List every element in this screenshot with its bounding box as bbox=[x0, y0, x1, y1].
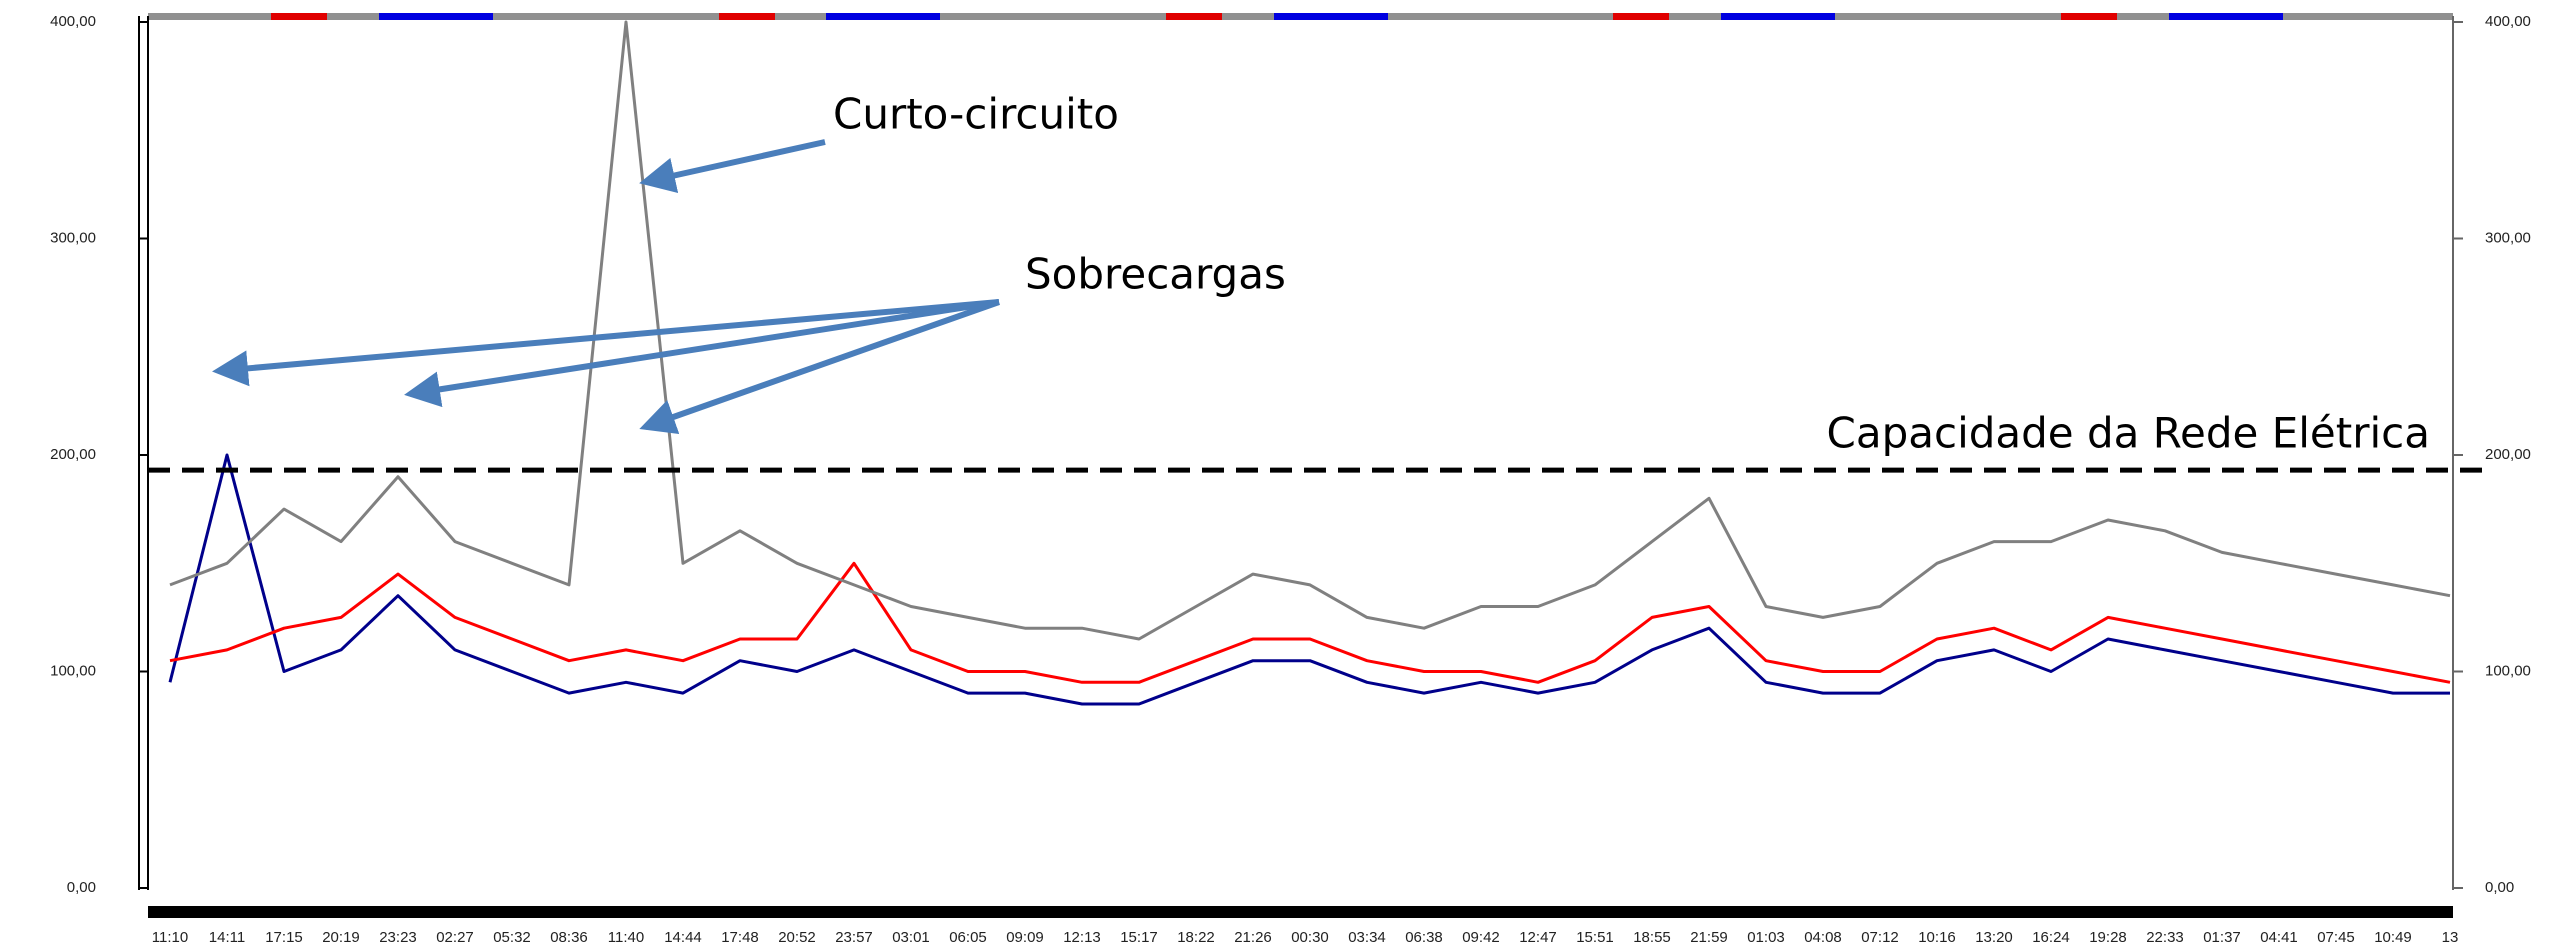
x-tick-label: 17:15 bbox=[265, 929, 303, 946]
plot-area bbox=[138, 13, 2454, 918]
series-line bbox=[168, 453, 2450, 706]
y-tick-label: 0,00 bbox=[67, 879, 96, 896]
y2-tick-label: 300,00 bbox=[2485, 229, 2531, 246]
x-tick-label: 18:22 bbox=[1177, 929, 1215, 946]
x-tick-label: 07:45 bbox=[2317, 929, 2355, 946]
arrow bbox=[212, 299, 1000, 387]
x-tick-label: 14:11 bbox=[209, 929, 245, 946]
x-tick-label: 15:17 bbox=[1120, 929, 1158, 946]
arrow bbox=[404, 299, 1000, 408]
arrow bbox=[639, 139, 826, 194]
x-tick-label: 09:42 bbox=[1462, 929, 1500, 946]
series-line bbox=[169, 561, 2451, 684]
y2-tick-label: 100,00 bbox=[2485, 662, 2531, 679]
y-tick-label: 100,00 bbox=[50, 662, 96, 679]
x-tick-label: 17:48 bbox=[721, 929, 759, 946]
x-tick-label: 13:20 bbox=[1975, 929, 2013, 946]
x-tick-label: 18:55 bbox=[1633, 929, 1671, 946]
x-tick-label: 12:47 bbox=[1519, 929, 1557, 946]
x-tick-label: 10:49 bbox=[2374, 929, 2412, 946]
x-tick-label: 01:37 bbox=[2203, 929, 2241, 946]
x-tick-label: 04:08 bbox=[1804, 929, 1842, 946]
x-tick-label: 20:19 bbox=[322, 929, 360, 946]
x-tick-label: 22:33 bbox=[2146, 929, 2184, 946]
y-tick-label: 300,00 bbox=[50, 229, 96, 246]
arrow bbox=[639, 299, 1000, 434]
x-tick-label: 23:57 bbox=[835, 929, 873, 946]
reference-label: Capacidade da Rede Elétrica bbox=[1827, 409, 2430, 458]
x-tick-label: 06:38 bbox=[1405, 929, 1443, 946]
x-tick-label: 11:40 bbox=[608, 929, 644, 946]
x-tick-label: 21:26 bbox=[1234, 929, 1272, 946]
x-tick-label: 04:41 bbox=[2260, 929, 2298, 946]
strip-segment bbox=[379, 13, 493, 20]
x-tick-label: 19:28 bbox=[2089, 929, 2127, 946]
strip-segment bbox=[719, 13, 775, 20]
annotation: Sobrecargas bbox=[1025, 250, 1286, 299]
x-tick-label: 01:03 bbox=[1747, 929, 1785, 946]
strip-segment bbox=[2061, 13, 2117, 20]
strip-segment bbox=[1274, 13, 1388, 20]
x-tick-label: 02:27 bbox=[436, 929, 474, 946]
y2-tick-label: 0,00 bbox=[2485, 879, 2514, 896]
x-tick-label: 10:16 bbox=[1918, 929, 1956, 946]
x-tick-label: 16:24 bbox=[2032, 929, 2070, 946]
series-line bbox=[169, 20, 2451, 641]
strip-segment bbox=[2169, 13, 2283, 20]
x-tick-label: 03:34 bbox=[1348, 929, 1386, 946]
strip-segment bbox=[1166, 13, 1222, 20]
x-tick-label: 23:23 bbox=[379, 929, 417, 946]
y2-tick-label: 400,00 bbox=[2485, 13, 2531, 30]
x-tick-label: 21:59 bbox=[1690, 929, 1728, 946]
x-tick-label: 12:13 bbox=[1063, 929, 1101, 946]
strip-segment bbox=[271, 13, 327, 20]
annotation: Curto-circuito bbox=[833, 90, 1119, 139]
y-tick-label: 400,00 bbox=[50, 13, 96, 30]
strip-segment bbox=[826, 13, 940, 20]
time-bar bbox=[148, 906, 2453, 918]
x-tick-label: 14:44 bbox=[664, 929, 702, 946]
y2-tick-label: 200,00 bbox=[2485, 446, 2531, 463]
x-tick-label: 20:52 bbox=[778, 929, 816, 946]
x-tick-label: 07:12 bbox=[1861, 929, 1899, 946]
x-tick-label: 06:05 bbox=[949, 929, 987, 946]
x-tick-label: 13 bbox=[2442, 929, 2459, 946]
x-tick-label: 08:36 bbox=[550, 929, 588, 946]
x-tick-label: 00:30 bbox=[1291, 929, 1329, 946]
strip-segment bbox=[1721, 13, 1835, 20]
x-tick-label: 05:32 bbox=[493, 929, 531, 946]
x-tick-label: 11:10 bbox=[152, 929, 188, 946]
x-tick-label: 15:51 bbox=[1576, 929, 1614, 946]
y-tick-label: 200,00 bbox=[50, 446, 96, 463]
x-tick-label: 09:09 bbox=[1006, 929, 1044, 946]
x-tick-label: 03:01 bbox=[892, 929, 930, 946]
strip-segment bbox=[1613, 13, 1669, 20]
